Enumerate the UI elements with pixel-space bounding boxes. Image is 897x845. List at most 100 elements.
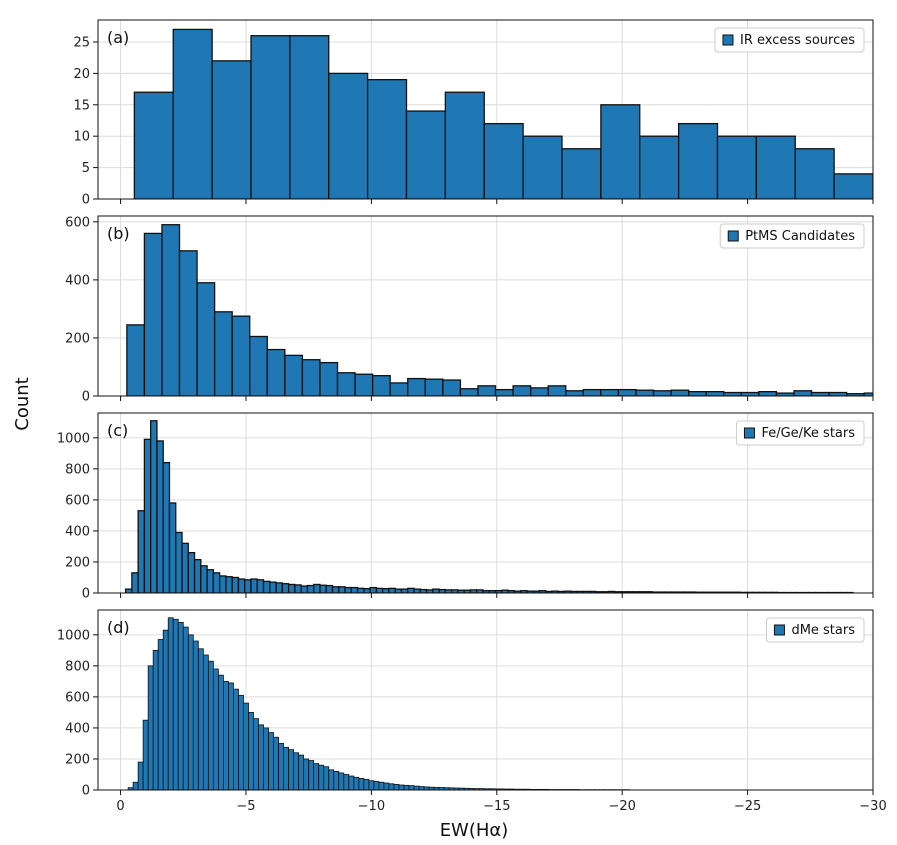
panel-d-bar [167,617,174,790]
panel-c-bar [244,579,252,593]
panel-b-bar [705,390,725,396]
panel-b-bar [459,388,479,396]
panel-d-bar [278,743,284,790]
panel-c-bars [124,420,854,593]
panel-d-bar [263,727,269,790]
panel-d-bar [418,786,425,790]
panel-c-bar [400,588,409,593]
panel-d-bar [162,629,169,790]
panel-c-bar [294,584,302,593]
panel-d-frame [97,609,874,791]
panel-c-bar [313,583,321,593]
panel-d-bar [373,781,380,790]
panel-b-bar [723,391,742,396]
panel-c-bar [162,462,171,593]
panel-d-bar [273,736,279,790]
panel-b-legend-frame [719,223,865,249]
panel-c-bar [356,587,365,593]
panel-c-bar [137,510,146,593]
panel-c-bar [262,580,271,593]
panel-d-bar [403,784,410,790]
panel-b-bar [143,232,163,396]
panel-a-bar [133,91,174,199]
panel-c-bar [168,502,177,593]
x-tick-label: −20 [608,799,635,814]
panel-d-legend-frame [765,617,865,643]
panel-d-bar [323,766,330,790]
panel-a-bar [561,148,602,199]
panel-c-legend-text: Fe/Ge/Ke stars [761,426,855,441]
panel-c-bar [175,531,183,593]
panel-c-legend: Fe/Ge/Ke stars [735,420,865,446]
panel-d-bar [137,761,144,790]
panel-b-bar [161,224,181,396]
panel-b-ytick-label: 600 [65,215,90,230]
panel-c-bar [150,420,158,593]
panel-c-label: (c) [107,421,128,440]
panel-b-bar [389,382,409,396]
panel-d-bar [233,688,239,790]
panel-a-legend-frame [714,27,865,53]
panel-d-bar [283,746,290,790]
panel-a: 0 5 10 15 20 25 (a) IR excess sources [73,19,874,208]
panel-d-bar [187,634,194,790]
panel-c-bar [407,587,415,593]
panel-d-ytick-label: 400 [65,721,90,736]
panel-c-bar [237,578,246,593]
panel-b-bar [565,390,584,396]
panel-d-bar [318,764,325,790]
panel-b-bar [688,390,707,396]
panel-d-bar [248,712,254,790]
panel-c-bar [331,586,340,593]
panel-c-legend-frame [735,420,865,446]
panel-b-bar [828,391,848,396]
panel-c-bar [375,587,384,593]
panel-a-bar [211,60,252,199]
panel-d-bar [363,779,370,790]
panel-c-bar [200,565,208,593]
panel-d-bar [328,769,335,790]
panel-b-bar [793,390,813,396]
panel-d-bar [293,752,300,790]
panel-c-ytick-label: 400 [65,524,90,539]
panel-b-bar [442,379,462,396]
panel-c-frame [97,412,874,594]
panel-d-ytick-label: 1000 [57,628,90,643]
panel-b-bar [231,315,251,396]
panel-a-legend: IR excess sources [714,27,865,53]
panel-b-bar [301,359,321,396]
panel-b-label: (b) [107,224,130,243]
panel-d-bar [333,770,340,790]
panel-c-legend-swatch [743,427,755,439]
panel-b-frame [97,215,874,397]
panel-d-legend: dMe stars [765,617,865,643]
panel-b-bar [494,388,514,396]
panel-d-bar [348,775,355,790]
panel-b-bar [652,390,672,396]
panel-c-bar [212,572,221,593]
panel-d-bar [268,732,274,790]
panel-c-bar [369,586,378,593]
panel-d-bar [393,784,400,790]
panel-d-bar [303,758,310,790]
panel-d-label: (d) [107,618,130,637]
panel-c-bar [287,583,296,593]
panel-d-bars [127,617,631,790]
panel-c-bar [325,584,334,593]
panel-a-legend-text: IR excess sources [740,33,855,48]
panel-c-bar [218,575,227,593]
panel-d-bar [142,719,149,790]
panel-c-bar [432,588,440,593]
panel-a-bar [483,122,524,199]
panel-c-ytick-label: 1000 [57,431,90,446]
panel-d-bar [217,674,224,790]
panel-a-bars [133,28,873,199]
panel-d-bar [343,774,350,790]
panel-a-bar [444,91,485,199]
panel-d-bar [388,783,395,790]
panel-b-bar [547,385,567,396]
panel-d-bar [192,640,199,790]
panel-d-legend-swatch [773,624,785,636]
panel-a-ytick-label: 5 [82,161,90,176]
